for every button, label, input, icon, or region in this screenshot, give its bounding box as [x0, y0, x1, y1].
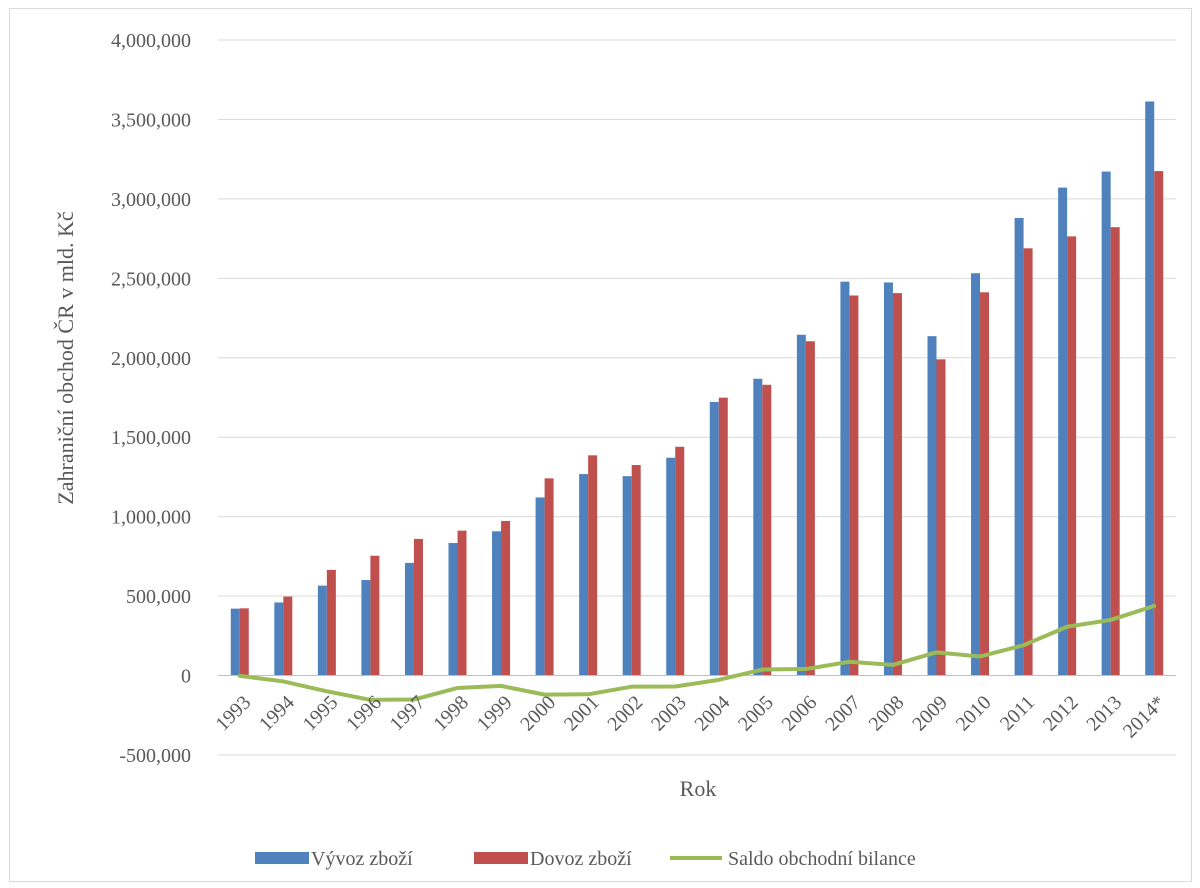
x-tick-label: 2007	[821, 692, 865, 736]
x-tick-label: 2009	[908, 692, 952, 736]
x-tick-label: 2010	[952, 692, 996, 736]
bar-vyvoz	[840, 281, 850, 676]
y-axis-title: Zahraniční obchod ČR v mld. Kč	[53, 211, 78, 505]
bar-dovoz	[544, 478, 554, 676]
bar-dovoz	[631, 465, 641, 676]
bar-vyvoz	[796, 334, 806, 676]
bar-vyvoz	[492, 531, 502, 676]
y-tick-label: 4,000,000	[111, 30, 191, 52]
x-tick-label: 2003	[647, 692, 691, 736]
bar-dovoz	[1110, 227, 1120, 676]
x-tick-label: 2001	[560, 692, 604, 736]
bar-vyvoz	[883, 282, 893, 676]
bar-vyvoz	[448, 543, 458, 676]
bar-vyvoz	[971, 273, 981, 676]
legend-item: Saldo obchodní bilance	[670, 848, 916, 870]
bar-dovoz	[718, 397, 728, 676]
bars	[230, 101, 1164, 676]
saldo-line	[237, 603, 1157, 702]
y-tick-label: 3,000,000	[111, 189, 191, 211]
legend-swatch	[255, 852, 309, 864]
bar-vyvoz	[317, 585, 327, 676]
bar-dovoz	[413, 538, 423, 676]
bar-vyvoz	[274, 602, 284, 676]
saldo-line-path	[237, 603, 1157, 702]
y-tick-label: 500,000	[126, 586, 191, 608]
bar-dovoz	[370, 555, 380, 676]
bar-dovoz	[675, 446, 685, 676]
bar-dovoz	[239, 608, 249, 676]
x-tick-label: 2000	[516, 692, 560, 736]
chart-frame	[9, 8, 1192, 882]
bar-vyvoz	[666, 457, 676, 676]
x-tick-label: 1998	[429, 692, 473, 736]
x-tick-label: 2012	[1039, 692, 1083, 736]
y-tick-label: 1,500,000	[111, 427, 191, 449]
bar-vyvoz	[753, 378, 763, 676]
x-tick-label: 2008	[865, 692, 909, 736]
bar-dovoz	[936, 359, 946, 676]
legend-label: Dovoz zboží	[530, 848, 632, 870]
bar-vyvoz	[622, 476, 632, 676]
x-tick-label: 1994	[255, 692, 299, 736]
x-tick-label: 2011	[996, 692, 1039, 735]
bar-dovoz	[588, 455, 598, 676]
bar-dovoz	[1023, 248, 1033, 676]
y-tick-label: -500,000	[119, 745, 191, 767]
legend-label: Saldo obchodní bilance	[728, 848, 916, 870]
bar-vyvoz	[709, 401, 719, 676]
x-tick-label: 2002	[603, 692, 647, 736]
x-tick-label: 2006	[778, 692, 822, 736]
bar-dovoz	[1154, 171, 1164, 676]
x-tick-label: 1995	[299, 692, 343, 736]
bar-dovoz	[892, 293, 902, 676]
bar-vyvoz	[579, 474, 589, 676]
bar-vyvoz	[1014, 217, 1024, 676]
bar-dovoz	[849, 295, 859, 676]
bar-dovoz	[762, 384, 772, 676]
legend: Vývoz zboží Dovoz zboží Saldo obchodní bil…	[255, 848, 916, 870]
x-tick-label: 1993	[211, 692, 255, 736]
y-tick-label: 2,500,000	[111, 268, 191, 290]
x-axis-title: Rok	[680, 776, 717, 801]
legend-item: Vývoz zboží	[255, 848, 413, 870]
legend-label: Vývoz zboží	[311, 848, 413, 870]
bar-vyvoz	[361, 580, 371, 676]
bar-dovoz	[980, 292, 990, 676]
x-tick-label: 1999	[473, 692, 517, 736]
bar-dovoz	[457, 530, 467, 676]
bar-dovoz	[283, 596, 293, 676]
bar-dovoz	[805, 341, 815, 676]
bar-vyvoz	[230, 608, 240, 676]
x-tick-label: 2014*	[1119, 692, 1170, 743]
bar-dovoz	[1067, 236, 1077, 676]
bar-vyvoz	[1101, 171, 1111, 676]
x-axis-tick-labels: 1993 1994 1995 1996 1997 1998 1999 2000 2001 2002…	[211, 692, 1169, 743]
y-tick-label: 0	[181, 666, 191, 688]
bar-vyvoz	[1058, 187, 1068, 676]
bar-dovoz	[326, 569, 336, 676]
bar-dovoz	[501, 520, 511, 676]
y-tick-label: 1,000,000	[111, 507, 191, 529]
y-tick-label: 2,000,000	[111, 348, 191, 370]
bar-vyvoz	[535, 497, 545, 676]
x-tick-label: 2004	[690, 692, 734, 736]
bar-vyvoz	[404, 562, 414, 676]
bar-vyvoz	[927, 336, 937, 676]
bar-vyvoz	[1145, 101, 1155, 676]
y-axis-tick-labels: -500,000 0 500,000 1,000,000 1,500,000 2,000,…	[111, 30, 191, 767]
legend-item: Dovoz zboží	[474, 848, 632, 870]
x-tick-label: 2005	[734, 692, 778, 736]
y-tick-label: 3,500,000	[111, 109, 191, 131]
legend-swatch	[474, 852, 528, 864]
